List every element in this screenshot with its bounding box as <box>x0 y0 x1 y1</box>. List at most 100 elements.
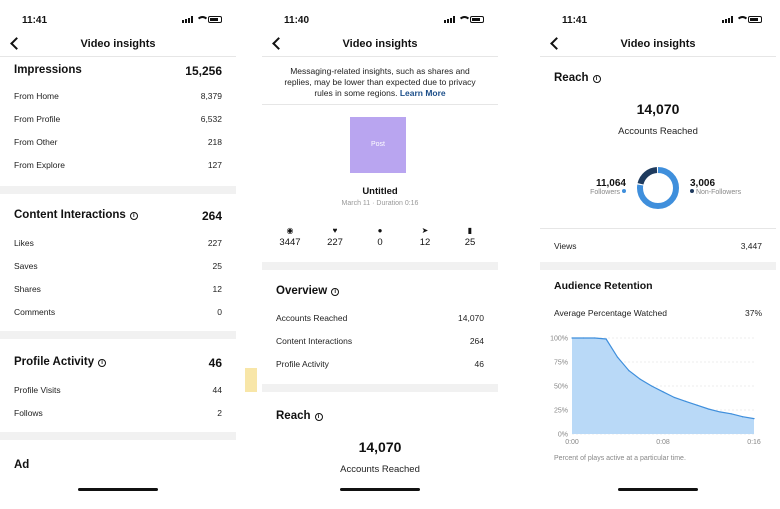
retention-point <box>719 411 721 413</box>
status-bar: 11:40 <box>262 14 498 28</box>
back-chevron-icon[interactable] <box>10 37 23 50</box>
reach-title: Reach i <box>554 72 601 84</box>
info-icon[interactable]: i <box>129 212 138 220</box>
interactions-row: Saves 25 <box>14 261 222 271</box>
row-value: 218 <box>207 137 222 147</box>
battery-icon <box>208 16 222 23</box>
reach-label: Reach <box>276 410 311 422</box>
interactions-row: Likes 227 <box>14 238 222 248</box>
non-followers-value: 3,006 <box>690 178 716 189</box>
status-bar: 11:41 <box>540 14 776 28</box>
profile-activity-label: Profile Activity <box>14 356 95 368</box>
row-label: Content Interactions <box>276 336 353 346</box>
eye-icon: ◉ <box>286 226 294 235</box>
learn-more-link[interactable]: Learn More <box>399 88 446 98</box>
retention-chart: 0% 25% 50% 75% 100% 0:00 0:08 0:16 <box>550 336 761 447</box>
retention-area <box>572 338 754 434</box>
stat-saves: ▮ 25 <box>452 226 488 248</box>
section-divider <box>0 432 236 440</box>
reach-caption: Accounts Reached <box>340 464 420 475</box>
heart-icon: ♥ <box>332 226 338 235</box>
reach-title: Reach i <box>276 410 323 422</box>
retention-point <box>753 418 755 420</box>
section-divider <box>0 331 236 339</box>
retention-point <box>616 356 619 358</box>
back-chevron-icon[interactable] <box>550 37 563 50</box>
row-value: 37% <box>744 308 762 318</box>
section-divider <box>0 186 236 194</box>
row-label: Views <box>554 241 577 251</box>
reach-value: 14,070 <box>358 439 402 455</box>
retention-point <box>707 408 710 410</box>
battery-icon <box>470 16 484 23</box>
bookmark-icon: ▮ <box>467 226 473 235</box>
stat-views: ◉ 3447 <box>272 226 308 248</box>
profile-row: Profile Visits 44 <box>14 385 222 395</box>
info-icon[interactable]: i <box>314 413 323 421</box>
row-value: 264 <box>469 336 484 346</box>
retention-point <box>730 413 732 415</box>
retention-point <box>742 416 744 418</box>
row-value: 12 <box>212 284 222 294</box>
x-tick-label: 0:00 <box>565 439 579 446</box>
row-value: 46 <box>474 359 484 369</box>
page-title: Video insights <box>80 38 156 50</box>
stat-likes: ♥ 227 <box>317 226 353 248</box>
retention-point <box>582 337 584 339</box>
stat-value: 3447 <box>279 237 301 248</box>
y-tick-label: 25% <box>554 408 568 415</box>
post-thumbnail-label: Post <box>370 141 385 148</box>
back-chevron-icon[interactable] <box>272 37 285 50</box>
retention-point <box>628 370 630 372</box>
donut-svg <box>637 167 679 209</box>
y-tick-label: 50% <box>554 384 568 391</box>
content-interactions-value: 264 <box>201 209 222 223</box>
post-thumbnail[interactable]: Post <box>350 117 406 173</box>
wifi-icon <box>736 16 749 23</box>
stat-comments: ● 0 <box>362 226 398 248</box>
impressions-header: Impressions 15,256 <box>14 64 222 78</box>
followers-legend: 11,064 Followers <box>590 178 626 196</box>
post-title: Untitled <box>362 186 398 197</box>
retention-caption: Percent of plays active at a particular … <box>554 455 686 462</box>
signal-icon <box>182 16 193 23</box>
row-value: 8,379 <box>200 91 222 101</box>
non-followers-label: Non-Followers <box>695 189 742 196</box>
phone-screen-impressions: 11:41 Video insights Impressions 15,256 … <box>0 0 236 509</box>
info-icon[interactable]: i <box>98 359 107 367</box>
followers-value: 11,064 <box>595 178 626 189</box>
info-icon[interactable]: i <box>331 288 340 296</box>
impressions-row: From Explore 127 <box>14 160 222 170</box>
retention-point <box>605 338 607 340</box>
notice-divider <box>262 104 498 105</box>
page-title: Video insights <box>342 38 418 50</box>
home-indicator[interactable] <box>340 488 420 491</box>
signal-icon <box>722 16 733 23</box>
stat-value: 25 <box>464 237 476 248</box>
profile-row: Follows 2 <box>14 408 222 418</box>
retention-point <box>673 396 675 399</box>
overview-label: Overview <box>276 285 328 297</box>
row-value: 127 <box>207 160 222 170</box>
avg-watched-row: Average Percentage Watched 37% <box>554 308 762 318</box>
reach-value: 14,070 <box>636 101 680 117</box>
retention-point <box>662 391 664 393</box>
retention-point <box>651 385 653 387</box>
page-title: Video insights <box>620 38 696 50</box>
x-tick-label: 0:08 <box>656 439 670 446</box>
info-icon[interactable]: i <box>592 75 601 83</box>
home-indicator[interactable] <box>618 488 698 491</box>
overview-title: Overview i <box>276 285 340 297</box>
signal-icon <box>444 16 455 23</box>
retention-point <box>696 404 698 406</box>
privacy-notice-text: Messaging-related insights, such as shar… <box>284 66 476 98</box>
y-tick-label: 0% <box>558 432 568 439</box>
home-indicator[interactable] <box>78 488 158 491</box>
reach-donut-chart <box>636 166 680 210</box>
row-label: Saves <box>14 261 38 271</box>
nav-header: Video insights <box>0 32 236 56</box>
phone-screen-reach: 11:41 Video insights Reach i 14,070 Accou… <box>540 0 776 509</box>
followers-dot <box>622 189 626 193</box>
row-label: Comments <box>14 307 56 317</box>
views-row: Views 3,447 <box>554 241 762 251</box>
